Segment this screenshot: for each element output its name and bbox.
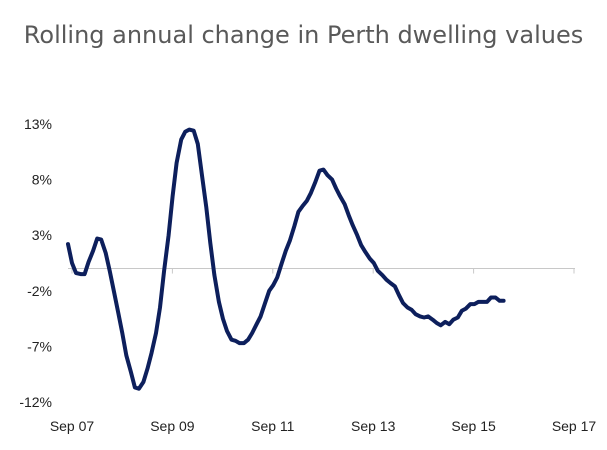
y-tick-label: 13% [24,116,52,132]
x-tick-label: Sep 13 [351,418,396,434]
x-tick-label: Sep 07 [50,418,95,434]
x-tick-label: Sep 15 [451,418,496,434]
y-tick-label: 3% [32,227,52,243]
y-axis-ticks: 13% 8% 3% -2% -7% -12% [19,116,52,410]
x-axis [68,268,575,274]
y-tick-label: -7% [27,338,52,354]
series-group [66,127,506,391]
y-tick-label: -2% [27,283,52,299]
chart-title: Rolling annual change in Perth dwelling … [23,21,584,49]
x-tick-label: Sep 09 [150,418,195,434]
series-line [66,127,506,391]
x-tick-label: Sep 11 [251,418,295,434]
x-tick-label: Sep 17 [552,418,597,434]
y-tick-label: -12% [19,394,52,410]
x-axis-ticks: Sep 07 Sep 09 Sep 11 Sep 13 Sep 15 Sep 17 [50,418,597,434]
y-tick-label: 8% [32,172,52,188]
